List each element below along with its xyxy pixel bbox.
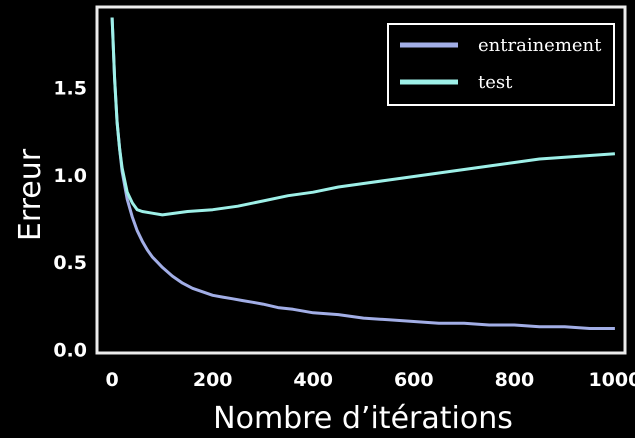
series-line-entrainement xyxy=(110,17,615,330)
y-tick-label: 0.0 xyxy=(53,340,87,362)
plot-lines xyxy=(110,17,616,330)
y-tick-label: 1.0 xyxy=(53,165,87,187)
x-tick-label: 600 xyxy=(394,369,434,391)
x-tick-label: 800 xyxy=(495,369,535,391)
y-axis-ticks: 0.0 0.5 1.0 1.5 xyxy=(53,77,87,361)
x-tick-label: 200 xyxy=(193,369,233,391)
y-axis-title: Erreur xyxy=(13,148,48,241)
x-axis-title: Nombre d’itérations xyxy=(213,401,513,436)
x-tick-label: 400 xyxy=(293,369,333,391)
y-tick-label: 0.5 xyxy=(53,252,87,274)
x-tick-label: 1000 xyxy=(588,369,635,391)
legend-box xyxy=(387,23,615,106)
plot-frame xyxy=(95,5,627,355)
y-tick-label: 1.5 xyxy=(53,77,87,99)
legend-label-test: test xyxy=(478,72,513,93)
x-axis-ticks: 0 200 400 600 800 1000 xyxy=(105,369,635,391)
x-tick-label: 0 xyxy=(105,369,118,391)
legend: entrainement test xyxy=(387,23,615,106)
series-line-test xyxy=(110,17,616,217)
legend-label-entrainement: entrainement xyxy=(478,35,602,56)
